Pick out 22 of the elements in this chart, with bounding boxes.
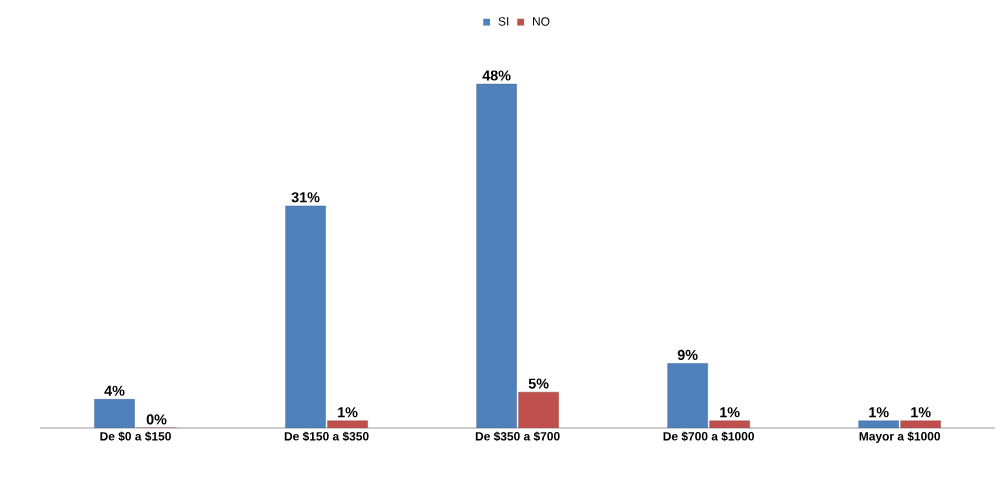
data-label: 31% <box>291 192 320 203</box>
legend-label: NO <box>533 17 550 26</box>
data-label: 1% <box>869 407 889 418</box>
data-label: 4% <box>104 385 125 396</box>
data-label: 0% <box>146 414 167 425</box>
bar <box>285 205 326 428</box>
x-tick-label: De $150 a $350 <box>284 431 369 442</box>
data-label: 5% <box>528 378 549 389</box>
x-tick-label: Mayor a $1000 <box>859 431 941 443</box>
bar <box>518 391 559 428</box>
data-label: 1% <box>338 407 358 418</box>
data-label: 1% <box>720 407 740 418</box>
bar <box>94 399 135 428</box>
legend-label: SI <box>498 17 509 26</box>
bar <box>667 363 708 428</box>
data-label: 9% <box>677 349 698 360</box>
data-label: 1% <box>911 407 931 418</box>
bar <box>476 83 517 428</box>
x-tick-label: De $350 a $700 <box>475 431 560 442</box>
data-label: 48% <box>482 70 511 81</box>
x-tick-label: De $700 a $1000 <box>663 431 754 442</box>
x-tick-label: De $0 a $150 <box>100 431 171 442</box>
